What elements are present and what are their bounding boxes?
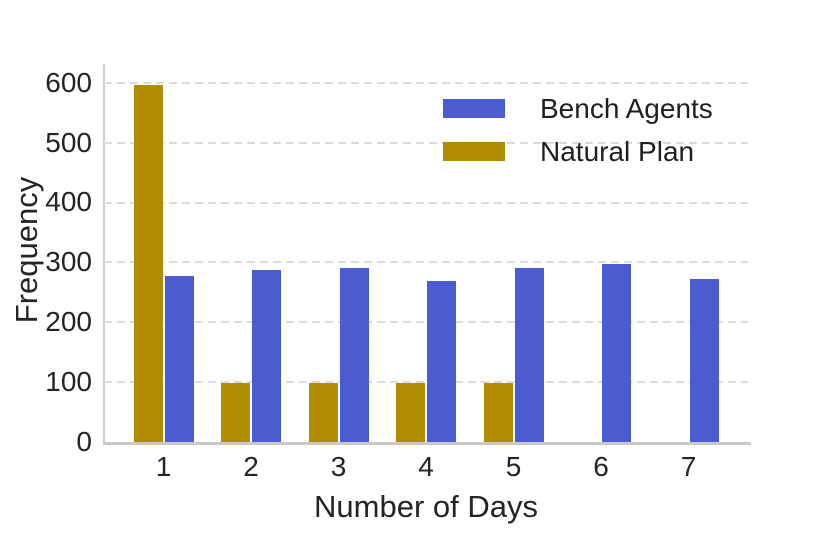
bar-bench-agents-day-5: [514, 267, 544, 442]
bar-natural-plan-day-3: [308, 383, 338, 442]
bar-bench-agents-day-1: [164, 275, 194, 442]
x-tick-label-5: 5: [505, 451, 522, 482]
x-tick-label-7: 7: [680, 451, 697, 482]
x-tick-label-6: 6: [593, 451, 609, 482]
y-axis-spine: [103, 64, 105, 444]
x-tick-label-3: 3: [330, 451, 347, 482]
y-tick-label-500: 500: [45, 126, 92, 158]
gridline-100: [104, 381, 748, 384]
bar-bench-agents-day-2: [252, 269, 281, 442]
legend-swatch-bench-agents: [443, 99, 505, 118]
gridline-200: [104, 321, 748, 324]
x-tick-label-4: 4: [418, 451, 434, 482]
legend-item-bench-agents: Bench Agents: [443, 87, 713, 130]
legend-swatch-natural-plan: [443, 142, 505, 161]
bar-natural-plan-day-1: [133, 84, 163, 442]
y-tick-label-100: 100: [45, 366, 92, 398]
gridline-400: [104, 201, 748, 204]
x-tick-label-2: 2: [243, 451, 259, 482]
bar-natural-plan-day-5: [483, 383, 513, 442]
y-tick-label-600: 600: [45, 66, 92, 98]
plot-area: Bench Agents Natural Plan: [104, 57, 748, 442]
gridline-600: [104, 81, 748, 84]
bar-bench-agents-day-7: [689, 279, 719, 442]
x-axis-title: Number of Days: [314, 489, 538, 524]
gridline-300: [104, 261, 748, 264]
y-tick-label-400: 400: [45, 186, 92, 218]
gridline-500: [104, 141, 748, 144]
x-axis-spine: [103, 442, 751, 445]
y-tick-label-200: 200: [45, 306, 92, 338]
bar-natural-plan-day-4: [396, 383, 425, 442]
bar-natural-plan-day-2: [221, 383, 250, 442]
x-tick-label-1: 1: [155, 451, 172, 482]
bar-bench-agents-day-3: [339, 267, 369, 442]
legend-item-natural-plan: Natural Plan: [443, 130, 713, 173]
y-tick-label-300: 300: [45, 246, 92, 278]
legend-label-bench-agents: Bench Agents: [540, 92, 713, 124]
legend: Bench Agents Natural Plan: [443, 87, 713, 173]
legend-label-natural-plan: Natural Plan: [540, 135, 695, 167]
bar-bench-agents-day-6: [602, 263, 631, 442]
bar-bench-agents-day-4: [427, 280, 456, 442]
y-axis-title: Frequency: [9, 176, 44, 324]
y-tick-label-0: 0: [76, 426, 92, 457]
